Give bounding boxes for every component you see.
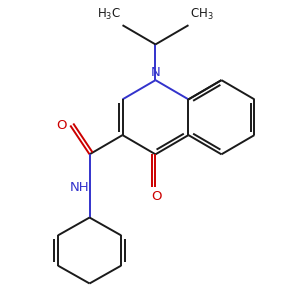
- Text: N: N: [151, 66, 160, 79]
- Text: CH$_3$: CH$_3$: [190, 7, 214, 22]
- Text: O: O: [56, 119, 67, 132]
- Text: O: O: [152, 190, 162, 203]
- Text: H$_3$C: H$_3$C: [97, 7, 121, 22]
- Text: NH: NH: [70, 181, 89, 194]
